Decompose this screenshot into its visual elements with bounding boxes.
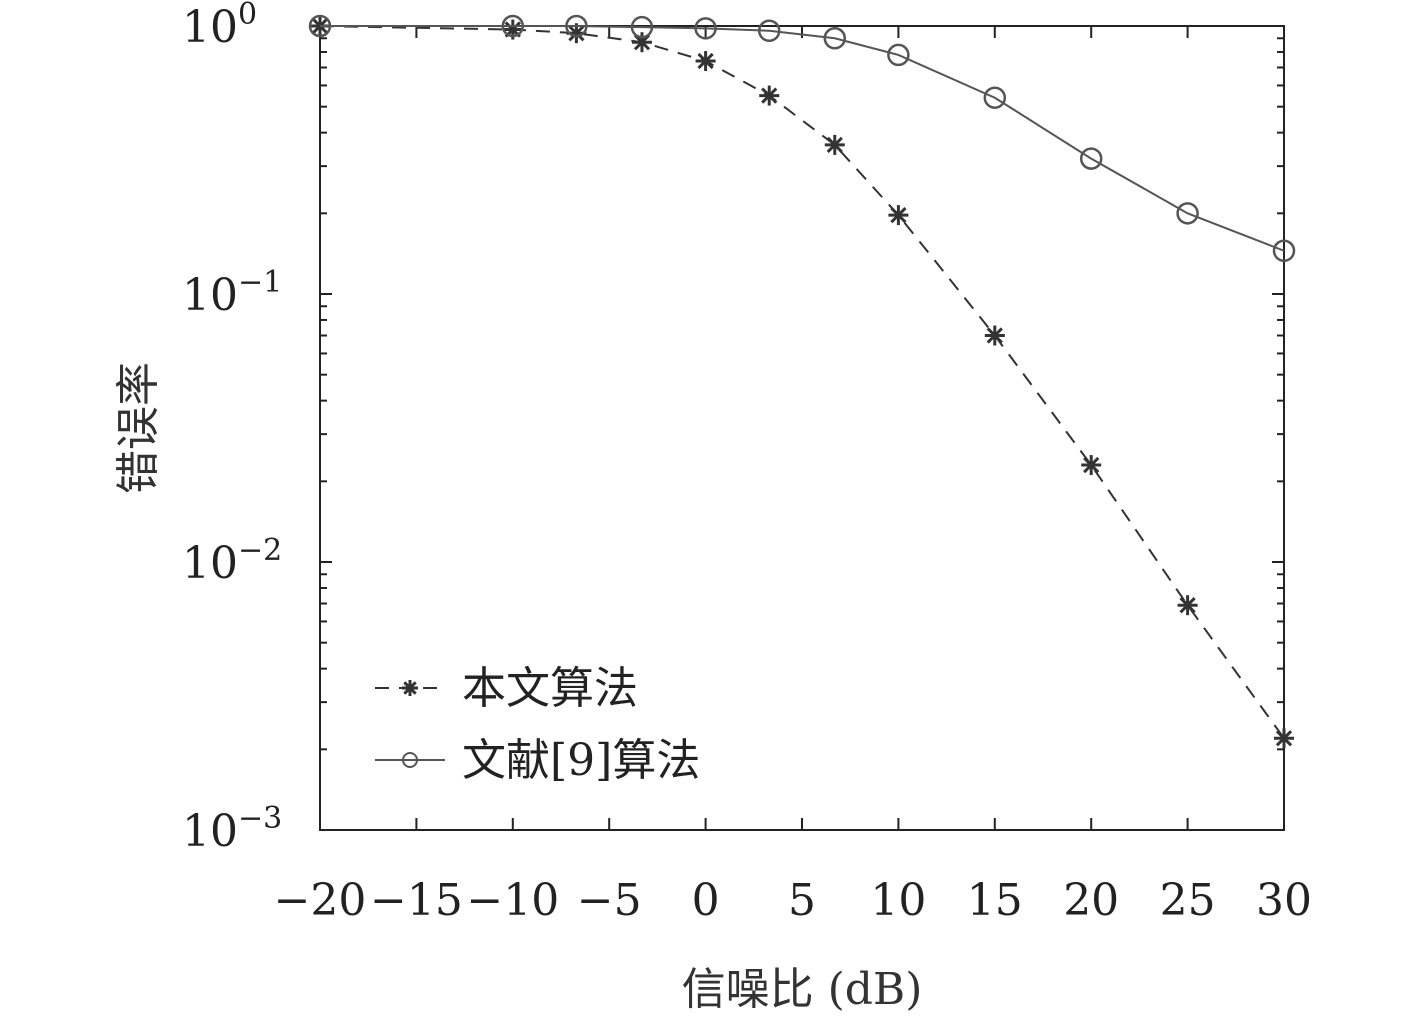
data-point-asterisk	[759, 85, 780, 106]
data-point-asterisk	[984, 325, 1005, 346]
data-point-asterisk	[1177, 595, 1198, 616]
y-tick-label: 10−3	[182, 801, 282, 857]
x-tick-label: 5	[788, 875, 816, 926]
x-tick-labels: −20 −15 −10 −5 0 5 10 15 20 25 30	[274, 875, 1312, 926]
data-point-asterisk	[824, 134, 845, 155]
data-point-asterisk	[1081, 455, 1102, 476]
x-tick-label: −5	[577, 875, 642, 926]
legend-label-series-1: 本文算法	[462, 663, 638, 714]
x-tick-label: 15	[967, 875, 1023, 926]
data-point-circle	[694, 17, 717, 40]
legend: 本文算法 文献[9]算法	[375, 663, 700, 786]
data-point-circle	[501, 14, 525, 38]
data-point-circle	[757, 19, 781, 43]
series-line-1	[319, 25, 1285, 739]
x-tick-label: 25	[1160, 875, 1216, 926]
x-tick-label: −20	[274, 875, 367, 926]
data-point-circle	[308, 14, 332, 38]
data-point-circle	[983, 86, 1007, 109]
data-point-circle	[1272, 239, 1296, 263]
y-tick-label: 10−1	[182, 265, 282, 321]
legend-asterisk-glyph	[402, 680, 418, 696]
legend-circle-marker	[402, 752, 418, 768]
data-point-circle	[1079, 147, 1103, 170]
x-tick-label: 10	[870, 875, 926, 926]
data-point-asterisk	[1274, 728, 1294, 749]
data-point-circle	[823, 27, 847, 50]
x-axis-label: 信噪比 (dB)	[682, 964, 923, 1015]
y-tick-labels: 100 10−1 10−2 10−3	[182, 0, 282, 857]
x-tick-label: 30	[1256, 875, 1312, 926]
series-layer	[308, 14, 1296, 749]
data-point-circle	[565, 14, 588, 38]
data-point-circle	[630, 15, 654, 39]
data-point-asterisk	[888, 205, 909, 226]
data-point-circle	[1176, 202, 1199, 225]
x-tick-label: −10	[466, 875, 559, 926]
data-point-circle	[887, 43, 910, 67]
data-point-asterisk	[695, 51, 716, 72]
legend-asterisk-marker	[402, 680, 418, 696]
x-tick-label: 0	[692, 875, 720, 926]
series-line-2	[320, 25, 1285, 252]
y-axis-label: 错误率	[113, 362, 164, 494]
legend-label-series-2: 文献[9]算法	[462, 735, 700, 786]
x-tick-label: −15	[370, 875, 463, 926]
axis-ticks	[319, 25, 1285, 831]
y-tick-label: 10−2	[182, 533, 282, 589]
x-tick-label: 20	[1063, 875, 1119, 926]
data-point-asterisk	[631, 32, 652, 53]
y-tick-label: 100	[182, 0, 257, 53]
